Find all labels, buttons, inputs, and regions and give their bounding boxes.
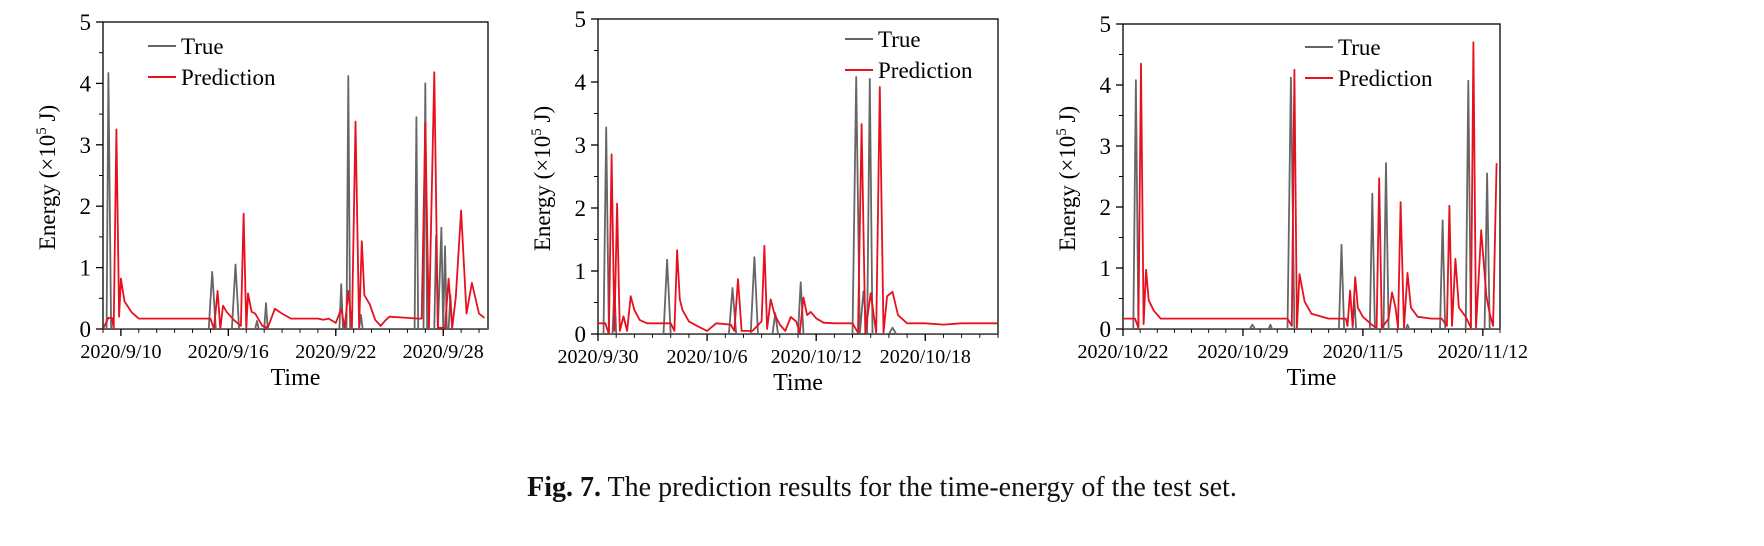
chart-2-xtick-label: 2020/10/12	[771, 346, 862, 368]
chart-3-legend-label-prediction: Prediction	[1338, 66, 1433, 91]
chart-2-xtick-label: 2020/10/6	[667, 346, 748, 368]
chart-2-xtick-label: 2020/10/18	[880, 346, 971, 368]
chart-2-ytick-label: 4	[575, 70, 587, 95]
chart-2-series-true	[598, 76, 998, 334]
chart-2-ytick-label: 3	[575, 133, 587, 158]
chart-1-legend-label-prediction: Prediction	[181, 65, 276, 90]
chart-3-legend-label-true: True	[1338, 35, 1381, 60]
chart-1-legend-label-true: True	[181, 34, 224, 59]
chart-1-ylabel-text: Energy (×10	[35, 135, 60, 250]
figure-caption-text: The prediction results for the time-ener…	[607, 472, 1237, 503]
chart-3-series-true	[1123, 76, 1500, 329]
chart-3-ytick-label: 5	[1100, 12, 1112, 37]
chart-3-xtick-label: 2020/10/22	[1077, 341, 1168, 363]
chart-3-xtick-label: 2020/10/29	[1197, 341, 1288, 363]
chart-2-series-prediction	[598, 86, 998, 334]
chart-1-xtick-label: 2020/9/28	[403, 341, 484, 363]
chart-3-ylabel-text: Energy (×10	[1055, 136, 1080, 251]
chart-3-xlabel: Time	[1287, 365, 1337, 391]
chart-3-ylabel-exponent: 5	[1054, 128, 1070, 136]
chart-1-xlabel: Time	[271, 365, 321, 391]
chart-2-ylabel-unit: J)	[530, 106, 555, 128]
chart-3-ylabel: Energy (×105 J)	[1054, 106, 1080, 251]
chart-1-ylabel-unit: J)	[35, 105, 60, 127]
chart-1-ytick-label: 5	[80, 10, 92, 35]
chart-1-ylabel: Energy (×105 J)	[34, 105, 60, 250]
chart-3-xtick-label: 2020/11/5	[1323, 341, 1403, 363]
chart-2-ylabel-text: Energy (×10	[530, 136, 555, 251]
chart-3-ytick-label: 0	[1100, 317, 1112, 342]
chart-1-ytick-label: 2	[80, 194, 92, 219]
chart-1-ytick-label: 1	[80, 256, 92, 281]
chart-3-series-prediction	[1123, 41, 1498, 329]
chart-3-xtick-label: 2020/11/12	[1438, 341, 1528, 363]
figure-caption-label: Fig. 7.	[527, 472, 602, 503]
chart-1-series-true	[103, 72, 488, 329]
chart-2-legend: True Prediction	[845, 27, 973, 83]
chart-2-legend-label-true: True	[878, 27, 921, 52]
chart-panel-2: 0 1 2 3 4 5 2020/9/30 2020/10/6 2020/10/12 2020/1…	[529, 7, 999, 396]
chart-2-ylabel: Energy (×105 J)	[529, 106, 555, 251]
chart-2-xtick-label: 2020/9/30	[557, 346, 638, 368]
chart-3-ytick-label: 3	[1100, 134, 1112, 159]
chart-1-ytick-label: 0	[80, 317, 92, 342]
chart-3-ytick-label: 2	[1100, 195, 1112, 220]
chart-2-xlabel: Time	[773, 370, 823, 396]
figure-caption: Fig. 7. The prediction results for the t…	[0, 472, 1764, 504]
chart-3-legend: True Prediction	[1305, 35, 1433, 91]
chart-3-ytick-label: 4	[1100, 73, 1112, 98]
chart-1-legend: True Prediction	[148, 34, 276, 90]
chart-2-ytick-label: 0	[575, 322, 587, 347]
chart-1-series-prediction	[103, 71, 485, 329]
chart-2-ytick-label: 5	[575, 7, 587, 32]
chart-panel-3: 0 1 2 3 4 5 2020/10/22 2020/10/29 2020/11/5 2020/…	[1054, 12, 1528, 391]
chart-2-ylabel-exponent: 5	[529, 128, 545, 136]
chart-2-ytick-label: 1	[575, 259, 587, 284]
chart-1-ytick-label: 4	[80, 71, 92, 96]
chart-1-xtick-label: 2020/9/22	[295, 341, 376, 363]
chart-1-xtick-label: 2020/9/16	[188, 341, 269, 363]
chart-1-ylabel-exponent: 5	[34, 127, 50, 135]
chart-3-ylabel-unit: J)	[1055, 106, 1080, 128]
chart-3-ytick-label: 1	[1100, 256, 1112, 281]
chart-2-legend-label-prediction: Prediction	[878, 58, 973, 83]
chart-panel-1: 0 1 2 3 4 5 2020/9/10 2020/9/16 2020/9/22 2020/9/…	[34, 10, 489, 391]
chart-2-ytick-label: 2	[575, 196, 587, 221]
chart-1-ytick-label: 3	[80, 133, 92, 158]
chart-1-xtick-label: 2020/9/10	[80, 341, 161, 363]
